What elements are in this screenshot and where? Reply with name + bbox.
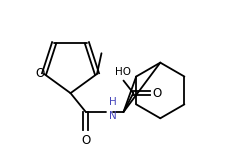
Text: O: O: [35, 67, 44, 80]
Text: HO: HO: [114, 67, 131, 77]
Text: N: N: [109, 111, 117, 121]
Text: O: O: [81, 134, 90, 147]
Text: O: O: [153, 87, 162, 100]
Text: H: H: [109, 97, 117, 107]
